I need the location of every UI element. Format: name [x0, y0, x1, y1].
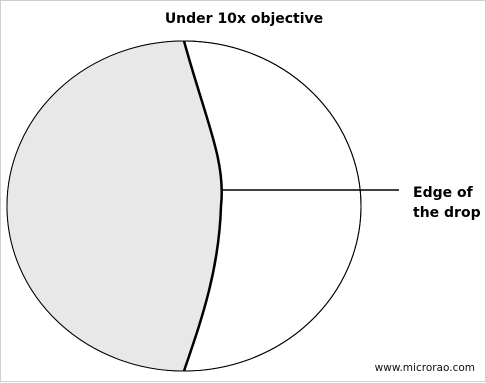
edge-of-drop-line2: the drop — [413, 205, 481, 221]
watermark-url: www.microrao.com — [374, 362, 475, 374]
drop-edge-line — [182, 40, 223, 372]
edge-of-drop-line1: Edge of — [413, 185, 473, 201]
diagram-title: Under 10x objective — [164, 11, 324, 27]
drop-region — [7, 41, 222, 371]
edge-of-drop-label: Edge of the drop — [413, 183, 481, 223]
